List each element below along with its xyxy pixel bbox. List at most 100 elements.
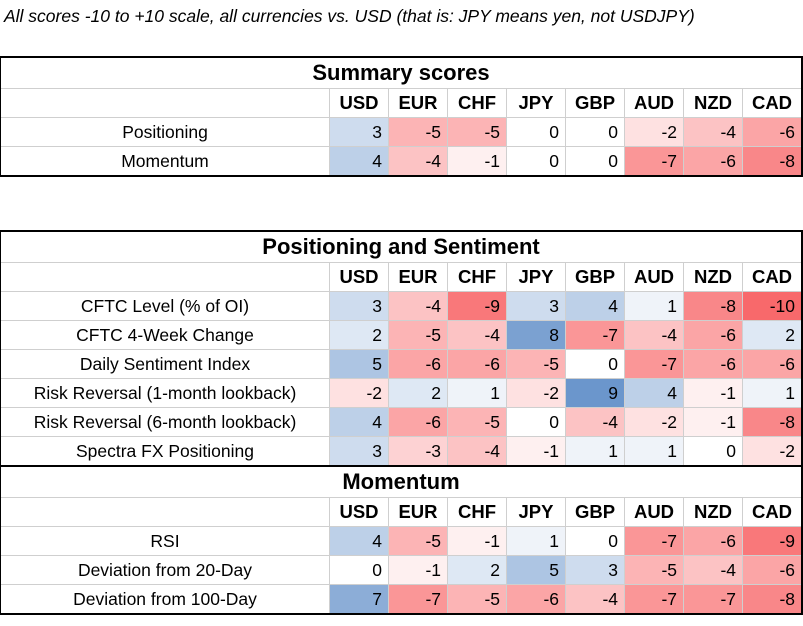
score-cell-gbp: 3 (565, 555, 625, 585)
table-row: Spectra FX Positioning 3 -3 -4 -1 1 1 0 -2 (0, 436, 802, 467)
score-cell-chf: -9 (447, 291, 507, 321)
score-cell-cad: 2 (742, 320, 802, 350)
score-cell-cad: -6 (742, 555, 802, 585)
score-cell-gbp: -4 (565, 584, 625, 614)
score-cell-jpy: -5 (506, 349, 566, 379)
currency-header-aud: AUD (624, 497, 684, 527)
score-cell-nzd: -1 (683, 378, 743, 408)
score-cell-nzd: -4 (683, 555, 743, 585)
score-cell-cad: -6 (742, 349, 802, 379)
score-cell-jpy: 0 (506, 407, 566, 437)
summary-title-row-title: Summary scores (0, 57, 802, 89)
score-cell-usd: 7 (329, 584, 389, 614)
score-cell-nzd: -6 (683, 526, 743, 556)
score-cell-gbp: 9 (565, 378, 625, 408)
currency-header-jpy: JPY (506, 88, 566, 118)
currency-header-usd: USD (329, 497, 389, 527)
currency-header-nzd: NZD (683, 262, 743, 292)
score-cell-eur: -4 (388, 291, 448, 321)
score-cell-eur: -6 (388, 407, 448, 437)
score-cell-nzd: -8 (683, 291, 743, 321)
score-cell-gbp: -7 (565, 320, 625, 350)
currency-header-aud: AUD (624, 262, 684, 292)
score-cell-gbp: 0 (565, 117, 625, 147)
score-cell-aud: -7 (624, 584, 684, 614)
table-row: Momentum 4 -4 -1 0 0 -7 -6 -8 (0, 146, 802, 176)
score-cell-usd: 3 (329, 291, 389, 321)
currency-header-nzd: NZD (683, 88, 743, 118)
row-label: Momentum (0, 146, 330, 176)
score-cell-eur: 2 (388, 378, 448, 408)
row-label: Daily Sentiment Index (0, 349, 330, 379)
score-cell-usd: 3 (329, 436, 389, 467)
summary-header-row: USD EUR CHF JPY GBP AUD NZD CAD (0, 88, 802, 118)
currency-header-cad: CAD (742, 88, 802, 118)
positioning-title-row: Positioning and Sentiment (0, 231, 802, 263)
score-cell-aud: -2 (624, 407, 684, 437)
score-cell-cad: -10 (742, 291, 802, 321)
score-cell-aud: -7 (624, 526, 684, 556)
momentum-title-row-title: Momentum (0, 465, 802, 498)
currency-header-nzd: NZD (683, 497, 743, 527)
table-row: Risk Reversal (6-month lookback) 4 -6 -5 0 -4… (0, 407, 802, 437)
score-cell-jpy: -1 (506, 436, 566, 467)
score-cell-chf: -5 (447, 117, 507, 147)
table-row: CFTC Level (% of OI) 3 -4 -9 3 4 1 -8 -10 (0, 291, 802, 321)
score-cell-cad: 1 (742, 378, 802, 408)
score-cell-eur: -1 (388, 555, 448, 585)
table-row: Daily Sentiment Index 5 -6 -6 -5 0 -7 -6 -6 (0, 349, 802, 379)
positioning-momentum-body: Positioning and Sentiment USD EUR CHF JPY GBP… (0, 231, 802, 614)
score-cell-usd: 0 (329, 555, 389, 585)
score-cell-cad: -8 (742, 146, 802, 176)
score-cell-chf: -1 (447, 146, 507, 176)
score-cell-gbp: -4 (565, 407, 625, 437)
currency-header-eur: EUR (388, 262, 448, 292)
score-cell-eur: -3 (388, 436, 448, 467)
momentum-title-row: Momentum (0, 465, 802, 498)
row-label: Positioning (0, 117, 330, 147)
score-cell-jpy: 5 (506, 555, 566, 585)
score-cell-cad: -2 (742, 436, 802, 467)
score-cell-chf: -6 (447, 349, 507, 379)
row-label: Deviation from 20-Day (0, 555, 330, 585)
row-label: Deviation from 100-Day (0, 584, 330, 614)
positioning-title-row-title: Positioning and Sentiment (0, 231, 802, 263)
currency-header-eur: EUR (388, 88, 448, 118)
score-cell-chf: -1 (447, 526, 507, 556)
table-row: Deviation from 100-Day 7 -7 -5 -6 -4 -7 -7 -8 (0, 584, 802, 614)
summary-title-row: Summary scores (0, 57, 802, 89)
score-cell-cad: -9 (742, 526, 802, 556)
currency-header-gbp: GBP (565, 262, 625, 292)
score-cell-aud: 1 (624, 436, 684, 467)
currency-header-gbp: GBP (565, 497, 625, 527)
currency-header-cad: CAD (742, 262, 802, 292)
currency-header-chf: CHF (447, 497, 507, 527)
score-cell-jpy: 0 (506, 146, 566, 176)
header-blank-cell (0, 88, 330, 118)
row-label: Risk Reversal (6-month lookback) (0, 407, 330, 437)
score-cell-nzd: -4 (683, 117, 743, 147)
scale-caption: All scores -10 to +10 scale, all currenc… (4, 6, 695, 26)
score-cell-nzd: -6 (683, 349, 743, 379)
row-label: CFTC Level (% of OI) (0, 291, 330, 321)
score-cell-usd: 4 (329, 146, 389, 176)
score-cell-nzd: -6 (683, 146, 743, 176)
score-cell-eur: -5 (388, 117, 448, 147)
score-cell-cad: -6 (742, 117, 802, 147)
score-cell-jpy: 0 (506, 117, 566, 147)
score-cell-gbp: 4 (565, 291, 625, 321)
score-cell-aud: -4 (624, 320, 684, 350)
score-cell-gbp: 0 (565, 349, 625, 379)
score-cell-chf: -4 (447, 320, 507, 350)
momentum-header-row: USD EUR CHF JPY GBP AUD NZD CAD (0, 497, 802, 527)
score-cell-eur: -5 (388, 526, 448, 556)
score-cell-gbp: 1 (565, 436, 625, 467)
score-cell-gbp: 0 (565, 146, 625, 176)
score-cell-chf: -5 (447, 407, 507, 437)
score-cell-nzd: -1 (683, 407, 743, 437)
score-cell-cad: -8 (742, 407, 802, 437)
score-cell-aud: -7 (624, 349, 684, 379)
table-row: CFTC 4-Week Change 2 -5 -4 8 -7 -4 -6 2 (0, 320, 802, 350)
currency-header-jpy: JPY (506, 262, 566, 292)
currency-header-eur: EUR (388, 497, 448, 527)
